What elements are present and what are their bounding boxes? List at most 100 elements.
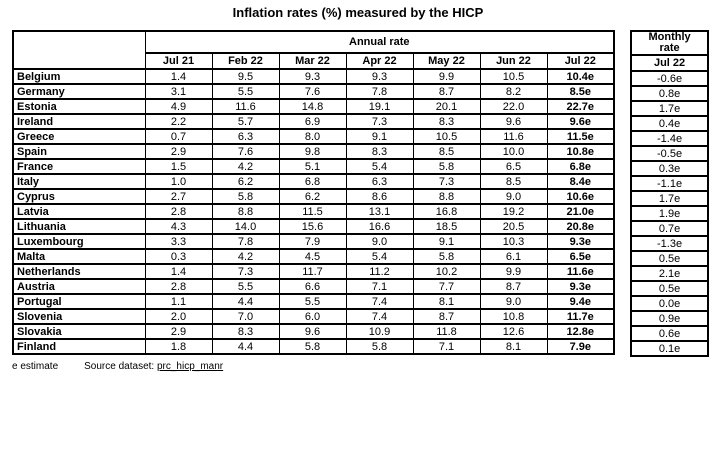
annual-rate-cell: 11.5e [546, 128, 615, 145]
annual-rate-cell: 6.2 [211, 173, 280, 190]
annual-rate-cell: 5.4 [345, 158, 414, 175]
column-header-apr-22: Apr 22 [345, 52, 414, 70]
table-row: -0.6e [630, 70, 709, 87]
table-row: -1.3e [630, 235, 709, 252]
column-header-jul-22: Jul 22 [546, 52, 615, 70]
annual-rate-cell: 1.5 [144, 158, 213, 175]
annual-rate-cell: 5.8 [345, 338, 414, 355]
table-row: 1.7e [630, 190, 709, 207]
annual-rate-cell: 2.2 [144, 113, 213, 130]
monthly-rate-cell: 0.1e [630, 340, 709, 357]
annual-rate-cell: 6.9 [278, 113, 347, 130]
monthly-rate-cell: -1.4e [630, 130, 709, 147]
monthly-rate-cell: -1.3e [630, 235, 709, 252]
annual-rate-cell: 19.2 [479, 203, 548, 220]
table-row: Italy 1.0 6.2 6.8 6.3 7.3 8.5 8.4e [12, 173, 615, 190]
annual-rate-cell: 5.1 [278, 158, 347, 175]
annual-rate-cell: 16.8 [412, 203, 481, 220]
annual-rate-cell: 2.8 [144, 278, 213, 295]
table-row: 0.5e [630, 250, 709, 267]
annual-rate-cell: 6.5 [479, 158, 548, 175]
annual-rate-cell: 2.0 [144, 308, 213, 325]
annual-rate-cell: 7.6 [211, 143, 280, 160]
annual-rate-cell: 2.7 [144, 188, 213, 205]
annual-rate-cell: 11.5 [278, 203, 347, 220]
country-label: Luxembourg [12, 233, 146, 250]
annual-rate-cell: 0.7 [144, 128, 213, 145]
source-dataset-link[interactable]: prc_hicp_manr [156, 361, 224, 372]
annual-rate-cell: 4.3 [144, 218, 213, 235]
monthly-rate-cell: 0.9e [630, 310, 709, 327]
annual-rate-cell: 10.3 [479, 233, 548, 250]
table-row: 0.6e [630, 325, 709, 342]
country-label: Italy [12, 173, 146, 190]
annual-rate-cell: 7.8 [345, 83, 414, 100]
table-row: Austria 2.8 5.5 6.6 7.1 7.7 8.7 9.3e [12, 278, 615, 295]
monthly-rate-cell: 0.6e [630, 325, 709, 342]
page: Inflation rates (%) measured by the HICP… [12, 5, 716, 372]
country-label: Slovakia [12, 323, 146, 340]
annual-rate-cell: 8.7 [412, 83, 481, 100]
annual-rate-cell: 6.0 [278, 308, 347, 325]
annual-rate-cell: 4.2 [211, 248, 280, 265]
country-label: Austria [12, 278, 146, 295]
table-row: Lithuania 4.3 14.0 15.6 16.6 18.5 20.5 20.8e [12, 218, 615, 235]
annual-rate-cell: 8.5 [412, 143, 481, 160]
group-header-row: Monthly rate [630, 30, 709, 56]
annual-rate-cell: 9.9 [479, 263, 548, 280]
annual-rate-cell: 18.5 [412, 218, 481, 235]
table-row: Greece 0.7 6.3 8.0 9.1 10.5 11.6 11.5e [12, 128, 615, 145]
table-row: Spain 2.9 7.6 9.8 8.3 8.5 10.0 10.8e [12, 143, 615, 160]
annual-rate-cell: 9.6 [479, 113, 548, 130]
annual-rate-cell: 8.1 [479, 338, 548, 355]
annual-rate-cell: 7.4 [345, 293, 414, 310]
country-label: Latvia [12, 203, 146, 220]
country-label: Greece [12, 128, 146, 145]
table-row: -0.5e [630, 145, 709, 162]
annual-rate-cell: 1.0 [144, 173, 213, 190]
monthly-rate-cell: 0.8e [630, 85, 709, 102]
annual-rate-cell: 15.6 [278, 218, 347, 235]
country-label: Ireland [12, 113, 146, 130]
annual-rate-group-header: Annual rate [144, 30, 615, 54]
column-header-monthly-jul-22: Jul 22 [630, 54, 709, 72]
monthly-rate-cell: 2.1e [630, 265, 709, 282]
monthly-rate-cell: 0.4e [630, 115, 709, 132]
monthly-rate-cell: -0.6e [630, 70, 709, 87]
table-row: 0.1e [630, 340, 709, 357]
country-label: Malta [12, 248, 146, 265]
annual-rate-cell: 14.0 [211, 218, 280, 235]
annual-rate-cell: 7.3 [412, 173, 481, 190]
table-row: Malta 0.3 4.2 4.5 5.4 5.8 6.1 6.5e [12, 248, 615, 265]
table-row: 0.4e [630, 115, 709, 132]
annual-rate-cell: 4.2 [211, 158, 280, 175]
annual-rate-cell: 7.4 [345, 308, 414, 325]
monthly-rate-group-header: Monthly rate [630, 30, 709, 56]
table-row: 0.3e [630, 160, 709, 177]
table-row: Slovenia 2.0 7.0 6.0 7.4 8.7 10.8 11.7e [12, 308, 615, 325]
table-row: Netherlands 1.4 7.3 11.7 11.2 10.2 9.9 11.6e [12, 263, 615, 280]
annual-rate-cell: 11.6 [479, 128, 548, 145]
annual-rate-cell: 5.8 [278, 338, 347, 355]
table-row: 2.1e [630, 265, 709, 282]
annual-rate-cell: 7.7 [412, 278, 481, 295]
annual-rate-cell: 14.8 [278, 98, 347, 115]
annual-rate-cell: 6.8e [546, 158, 615, 175]
annual-rate-cell: 9.6e [546, 113, 615, 130]
footer: e estimate Source dataset: prc_hicp_manr [12, 361, 716, 372]
annual-rate-cell: 8.5 [479, 173, 548, 190]
annual-rate-cell: 20.1 [412, 98, 481, 115]
table-row: Cyprus 2.7 5.8 6.2 8.6 8.8 9.0 10.6e [12, 188, 615, 205]
annual-rate-cell: 0.3 [144, 248, 213, 265]
monthly-rate-cell: 1.7e [630, 190, 709, 207]
annual-rate-cell: 9.3 [345, 68, 414, 85]
annual-rate-cell: 9.6 [278, 323, 347, 340]
annual-rate-cell: 4.9 [144, 98, 213, 115]
annual-rate-cell: 7.1 [412, 338, 481, 355]
table-row: Ireland 2.2 5.7 6.9 7.3 8.3 9.6 9.6e [12, 113, 615, 130]
annual-rate-cell: 2.9 [144, 323, 213, 340]
annual-rate-cell: 6.3 [345, 173, 414, 190]
annual-rate-cell: 7.9e [546, 338, 615, 355]
table-row: France 1.5 4.2 5.1 5.4 5.8 6.5 6.8e [12, 158, 615, 175]
table-row: Portugal 1.1 4.4 5.5 7.4 8.1 9.0 9.4e [12, 293, 615, 310]
